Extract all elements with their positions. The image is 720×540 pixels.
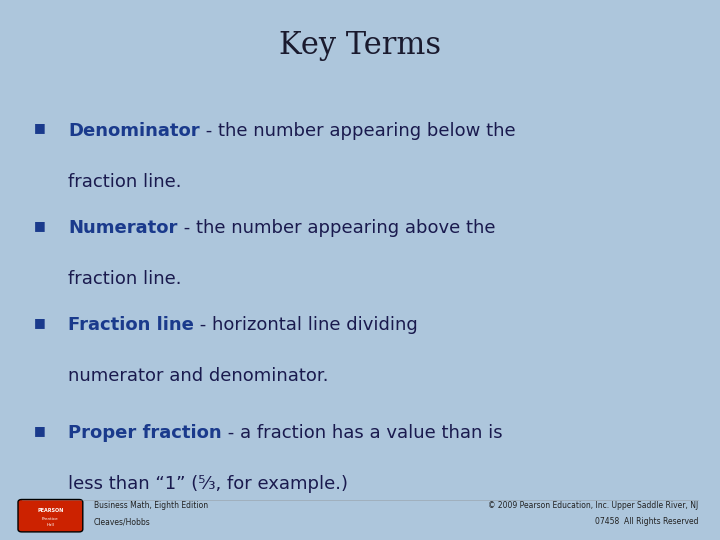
- Text: - a fraction has a value than is: - a fraction has a value than is: [222, 424, 503, 442]
- Text: fraction line.: fraction line.: [68, 270, 182, 288]
- Text: Key Terms: Key Terms: [279, 30, 441, 62]
- Text: Prentice: Prentice: [42, 517, 59, 522]
- Text: Proper fraction: Proper fraction: [68, 424, 222, 442]
- Text: PEARSON: PEARSON: [37, 508, 63, 513]
- Text: ■: ■: [34, 122, 45, 134]
- Text: Cleaves/Hobbs: Cleaves/Hobbs: [94, 517, 150, 526]
- Text: - horizontal line dividing: - horizontal line dividing: [194, 316, 418, 334]
- FancyBboxPatch shape: [18, 500, 83, 532]
- Text: ■: ■: [34, 219, 45, 232]
- Text: 07458  All Rights Reserved: 07458 All Rights Reserved: [595, 517, 698, 526]
- Text: fraction line.: fraction line.: [68, 173, 182, 191]
- Text: Business Math, Eighth Edition: Business Math, Eighth Edition: [94, 501, 208, 510]
- Text: less than “1” (⁵⁄₃, for example.): less than “1” (⁵⁄₃, for example.): [68, 475, 348, 493]
- Text: ■: ■: [34, 316, 45, 329]
- Text: - the number appearing above the: - the number appearing above the: [178, 219, 495, 237]
- Text: Hall: Hall: [47, 523, 54, 528]
- Text: Denominator: Denominator: [68, 122, 200, 139]
- Text: Numerator: Numerator: [68, 219, 178, 237]
- Text: © 2009 Pearson Education, Inc. Upper Saddle River, NJ: © 2009 Pearson Education, Inc. Upper Sad…: [488, 501, 698, 510]
- Text: Fraction line: Fraction line: [68, 316, 194, 334]
- Text: numerator and denominator.: numerator and denominator.: [68, 367, 329, 385]
- Text: ■: ■: [34, 424, 45, 437]
- Text: - the number appearing below the: - the number appearing below the: [200, 122, 516, 139]
